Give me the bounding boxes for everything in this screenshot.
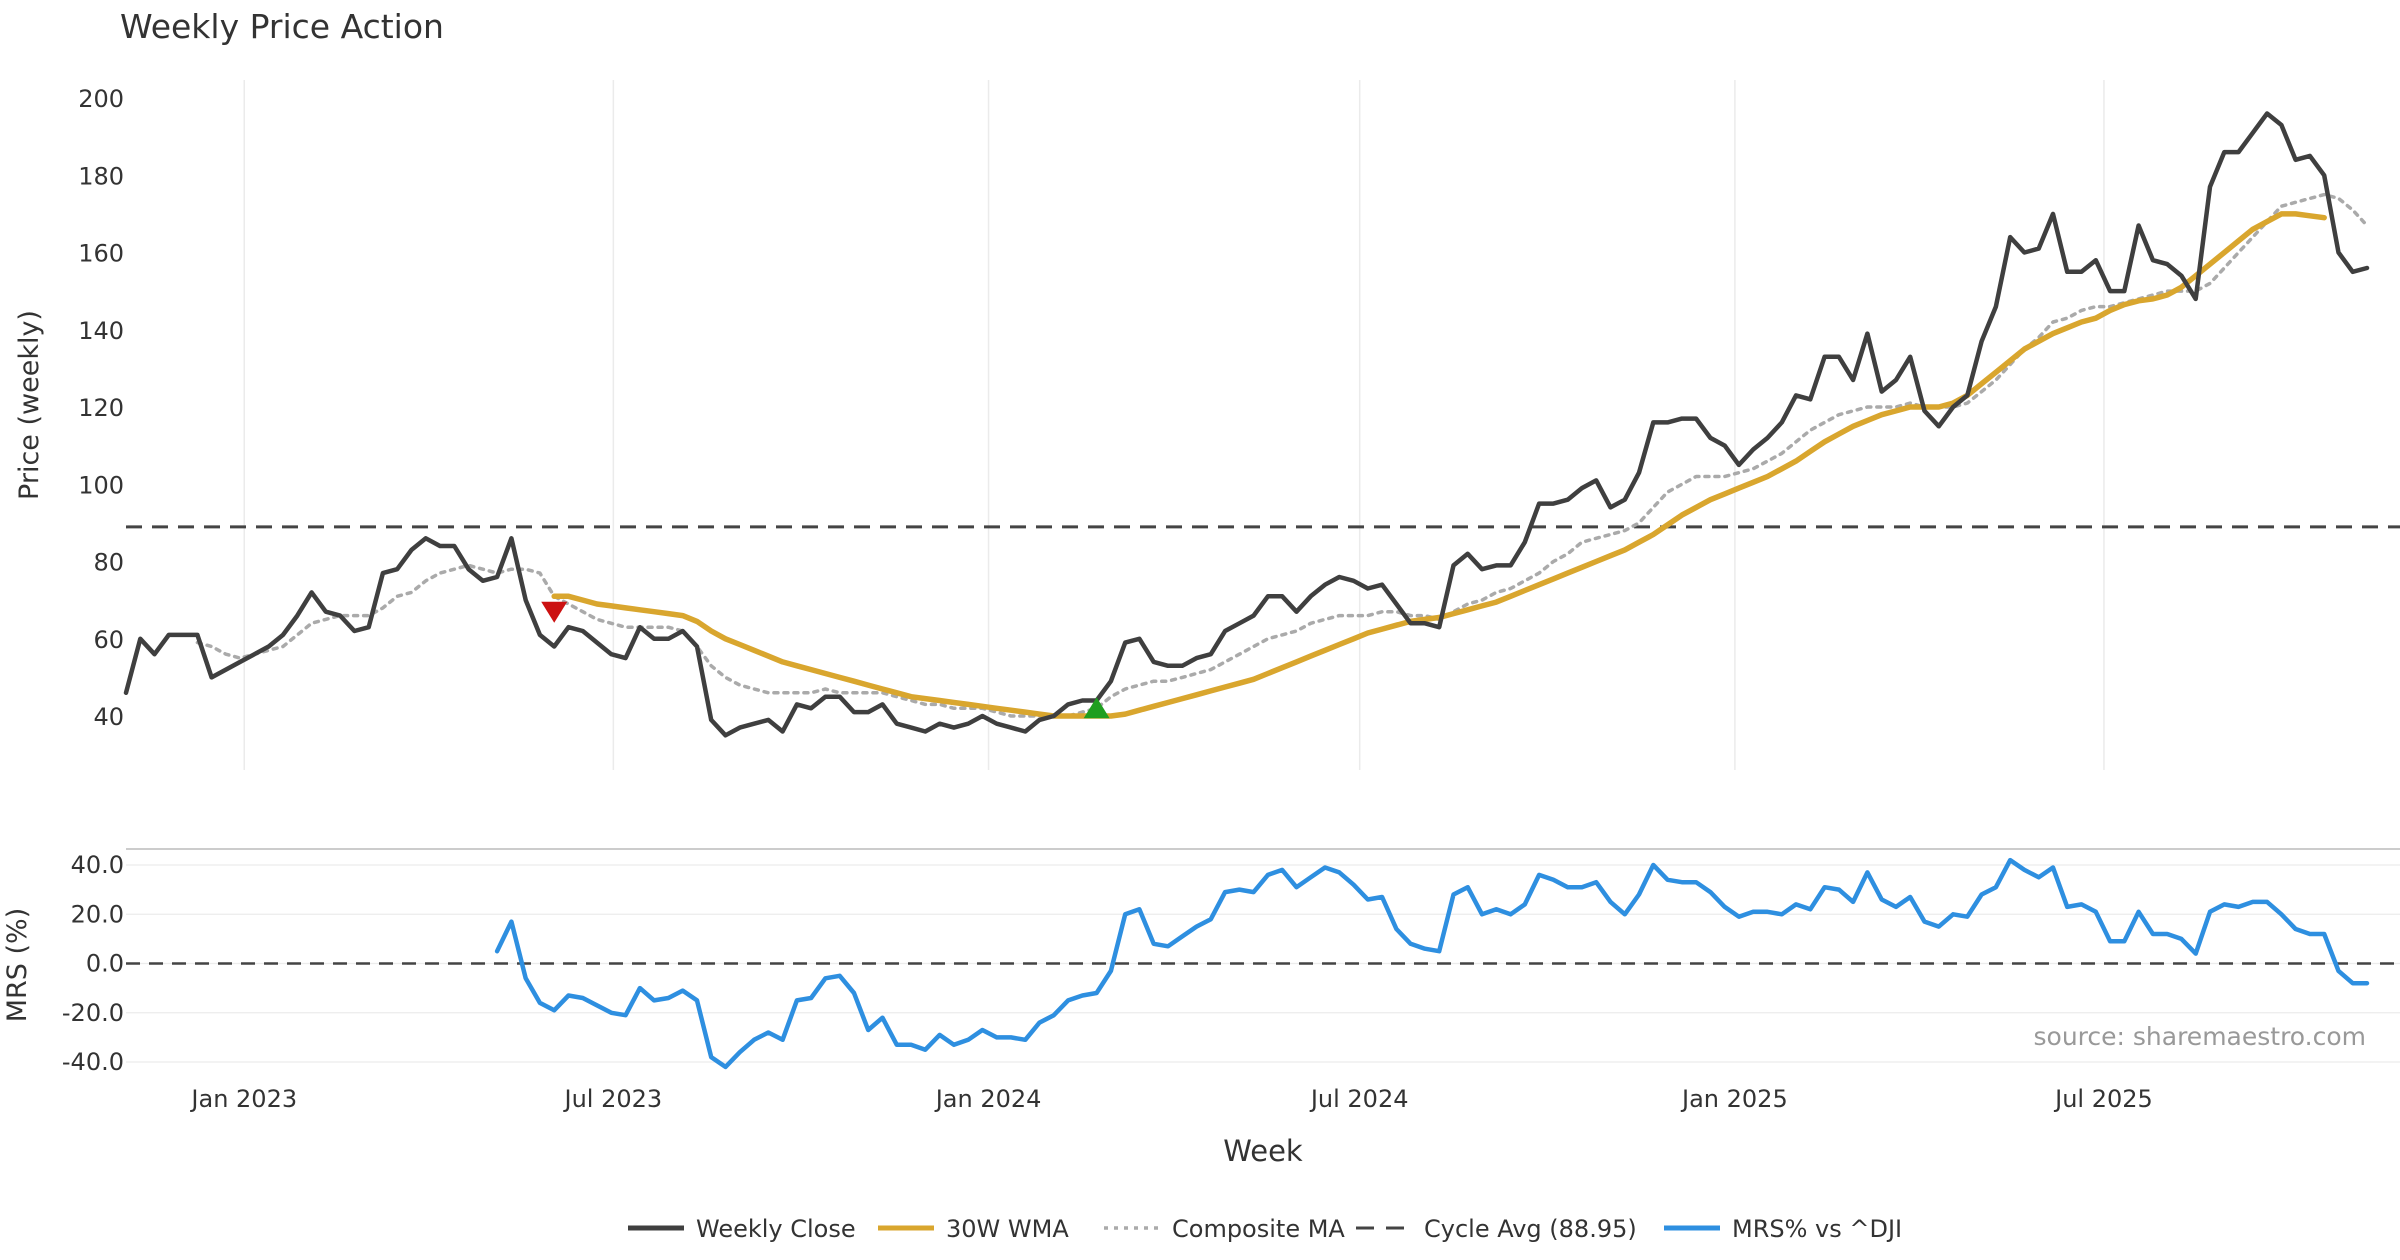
mrs-panel: 40.0 20.0 0.0 -20.0 -40.0 MRS (%) source: sh… (2, 848, 2400, 1076)
mrs-y-tick-label: 20.0 (71, 900, 124, 928)
price-y-ticks: 40 60 80 100 120 140 160 180 200 (78, 85, 124, 731)
legend-item: Weekly Close (628, 1215, 856, 1243)
chart-title: Weekly Price Action (120, 7, 444, 46)
price-y-tick-label: 120 (78, 394, 124, 422)
mrs-y-axis-label: MRS (%) (2, 908, 33, 1023)
legend-label: MRS% vs ^DJI (1732, 1215, 1902, 1243)
mrs-y-ticks: 40.0 20.0 0.0 -20.0 -40.0 (62, 851, 124, 1076)
legend-item: Composite MA (1104, 1215, 1345, 1243)
legend-label: 30W WMA (946, 1215, 1069, 1243)
legend-label: Cycle Avg (88.95) (1424, 1215, 1637, 1243)
price-y-tick-label: 200 (78, 85, 124, 113)
signal-markers (541, 601, 1110, 719)
x-tick-label: Jul 2023 (563, 1085, 663, 1113)
price-y-tick-label: 40 (93, 703, 124, 731)
legend-item: 30W WMA (878, 1215, 1069, 1243)
x-ticks: Jan 2023 Jul 2023 Jan 2024 Jul 2024 Jan 2025… (189, 1085, 2152, 1113)
series-30w-wma-line (551, 211, 2327, 719)
price-y-axis-label: Price (weekly) (14, 310, 45, 500)
price-y-tick-label: 100 (78, 471, 124, 499)
series-weekly-close-line (123, 111, 2370, 738)
price-y-tick-label: 60 (93, 626, 124, 654)
source-watermark: source: sharemaestro.com (2034, 1022, 2367, 1051)
series-composite-ma-line (195, 192, 2369, 718)
price-y-tick-label: 180 (78, 162, 124, 190)
mrs-series (126, 857, 2400, 1070)
series-mrs-vs-dji-line (494, 857, 2370, 1070)
x-axis-label: Week (1223, 1134, 1303, 1168)
price-panel: 40 60 80 100 120 140 160 180 200 Price (weekly) (14, 80, 2400, 770)
mrs-y-tick-label: -20.0 (62, 999, 124, 1027)
x-tick-label: Jan 2023 (189, 1085, 297, 1113)
x-tick-label: Jul 2024 (1309, 1085, 1409, 1113)
mrs-y-tick-label: 0.0 (86, 950, 124, 978)
price-grid (243, 80, 2105, 770)
mrs-y-tick-label: -40.0 (62, 1048, 124, 1076)
legend: Weekly Close 30W WMA Composite MA Cycle Avg… (628, 1215, 1902, 1243)
price-series (123, 111, 2400, 738)
legend-item: Cycle Avg (88.95) (1356, 1215, 1637, 1243)
legend-label: Composite MA (1172, 1215, 1345, 1243)
legend-item: MRS% vs ^DJI (1664, 1215, 1902, 1243)
x-tick-label: Jan 2025 (1680, 1085, 1788, 1113)
x-tick-label: Jan 2024 (934, 1085, 1042, 1113)
price-y-tick-label: 140 (78, 317, 124, 345)
price-y-tick-label: 80 (93, 549, 124, 577)
x-tick-label: Jul 2025 (2053, 1085, 2153, 1113)
buy-signal-marker (1083, 697, 1110, 719)
price-y-tick-label: 160 (78, 240, 124, 268)
mrs-y-tick-label: 40.0 (71, 851, 124, 879)
sell-signal-marker (541, 601, 568, 623)
legend-label: Weekly Close (696, 1215, 856, 1243)
